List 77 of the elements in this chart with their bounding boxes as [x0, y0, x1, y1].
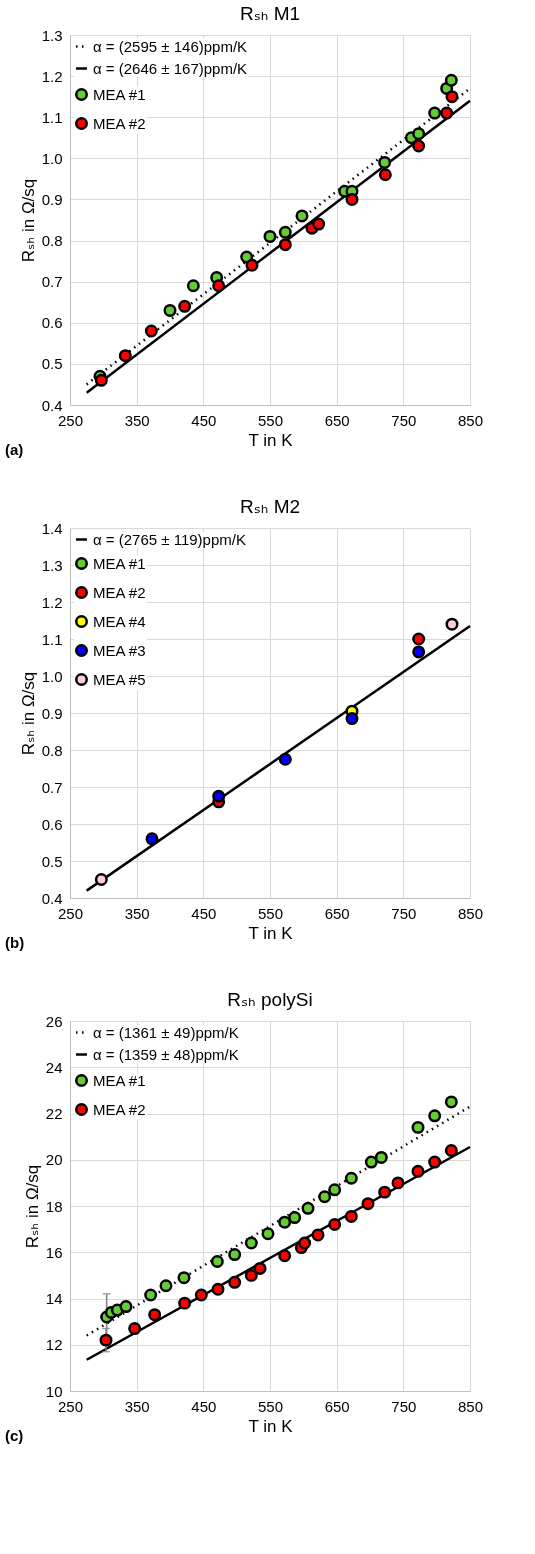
- chart-title: Rₛₕ M1: [239, 3, 301, 24]
- y-axis-title: Rₛₕ in Ω/sq: [18, 178, 38, 263]
- x-tick-label: 350: [124, 411, 150, 429]
- x-tick-label: 450: [191, 904, 217, 922]
- x-tick-label: 350: [124, 904, 150, 922]
- y-tick-label: 0.7: [41, 273, 63, 291]
- y-tick-label: 1.3: [41, 26, 63, 44]
- y-tick-label: 18: [45, 1197, 63, 1215]
- text: (b): [5, 934, 25, 951]
- y-tick-label: 0.4: [41, 889, 63, 907]
- y-axis-title: Rₛₕ in Ω/sq: [22, 1164, 42, 1249]
- y-tick-label: 10: [45, 1382, 63, 1400]
- x-tick-label: 550: [257, 904, 284, 922]
- x-tick-label: 550: [257, 1397, 284, 1415]
- x-tick-label: 450: [191, 411, 217, 429]
- legend-label: α = (2765 ± 119)ppm/K: [93, 530, 246, 548]
- y-tick-label: 0.5: [41, 852, 63, 870]
- x-tick-label: 650: [324, 1397, 350, 1415]
- legend-label: MEA #2: [93, 1100, 146, 1118]
- y-tick-label: 26: [45, 1012, 63, 1030]
- y-tick-label: 0.8: [41, 741, 63, 759]
- y-tick-label: 1.1: [41, 630, 63, 648]
- x-tick-label: 250: [57, 411, 84, 429]
- x-tick-label: 850: [457, 1397, 484, 1415]
- y-tick-label: 0.9: [41, 704, 63, 722]
- y-tick-label: 1.1: [41, 108, 63, 126]
- legend-label: α = (1359 ± 48)ppm/K: [93, 1045, 239, 1063]
- y-tick-label: 12: [45, 1336, 63, 1354]
- legend-label: MEA #1: [93, 85, 146, 103]
- legend-label: MEA #3: [93, 641, 146, 659]
- y-tick-label: 1.2: [41, 67, 63, 85]
- y-tick-label: 0.9: [41, 190, 63, 208]
- x-tick-label: 750: [391, 411, 417, 429]
- x-tick-label: 250: [57, 904, 84, 922]
- legend-label: α = (1361 ± 49)ppm/K: [93, 1023, 239, 1041]
- x-tick-label: 850: [457, 411, 484, 429]
- y-tick-label: 24: [45, 1058, 63, 1076]
- y-tick-label: 1.0: [41, 149, 63, 167]
- chart-title: Rₛₕ polySi: [227, 989, 313, 1010]
- y-tick-label: 1.0: [41, 667, 63, 685]
- y-tick-label: 0.8: [41, 232, 63, 250]
- y-tick-label: 16: [45, 1243, 63, 1261]
- y-tick-label: 1.3: [41, 556, 63, 574]
- text: (a): [5, 441, 24, 458]
- y-tick-label: 0.4: [41, 396, 63, 414]
- x-tick-label: 850: [457, 904, 484, 922]
- x-tick-label: 250: [57, 1397, 84, 1415]
- legend-label: α = (2595 ± 146)ppm/K: [93, 37, 248, 55]
- legend-label: MEA #2: [93, 583, 146, 601]
- x-tick-label: 650: [324, 904, 350, 922]
- y-tick-label: 22: [45, 1105, 63, 1122]
- legend-label: α = (2646 ± 167)ppm/K: [93, 59, 248, 77]
- legend-label: MEA #2: [93, 114, 146, 132]
- x-tick-label: 450: [191, 1397, 217, 1415]
- x-axis-title: T in K: [248, 923, 294, 943]
- x-tick-label: 550: [257, 411, 284, 429]
- text: (c): [5, 1427, 24, 1444]
- y-axis-title: Rₛₕ in Ω/sq: [18, 671, 38, 756]
- y-tick-label: 1.2: [41, 593, 63, 611]
- y-tick-label: 20: [45, 1151, 63, 1169]
- legend-label: MEA #5: [93, 670, 146, 688]
- legend-label: MEA #4: [93, 612, 146, 630]
- x-tick-label: 750: [391, 1397, 417, 1415]
- legend-label: MEA #1: [93, 554, 146, 572]
- y-tick-label: 0.7: [41, 778, 63, 796]
- x-axis-title: T in K: [248, 430, 294, 450]
- y-tick-label: 0.6: [41, 314, 63, 332]
- x-tick-label: 650: [324, 411, 350, 429]
- y-tick-label: 14: [45, 1290, 63, 1307]
- x-axis-title: T in K: [248, 1416, 294, 1436]
- y-tick-label: 1.4: [41, 519, 63, 537]
- y-tick-label: 0.5: [41, 355, 63, 373]
- chart-title: Rₛₕ M2: [239, 496, 301, 517]
- x-tick-label: 350: [124, 1397, 150, 1415]
- legend-label: MEA #1: [93, 1071, 146, 1089]
- x-tick-label: 750: [391, 904, 417, 922]
- y-tick-label: 0.6: [41, 815, 63, 833]
